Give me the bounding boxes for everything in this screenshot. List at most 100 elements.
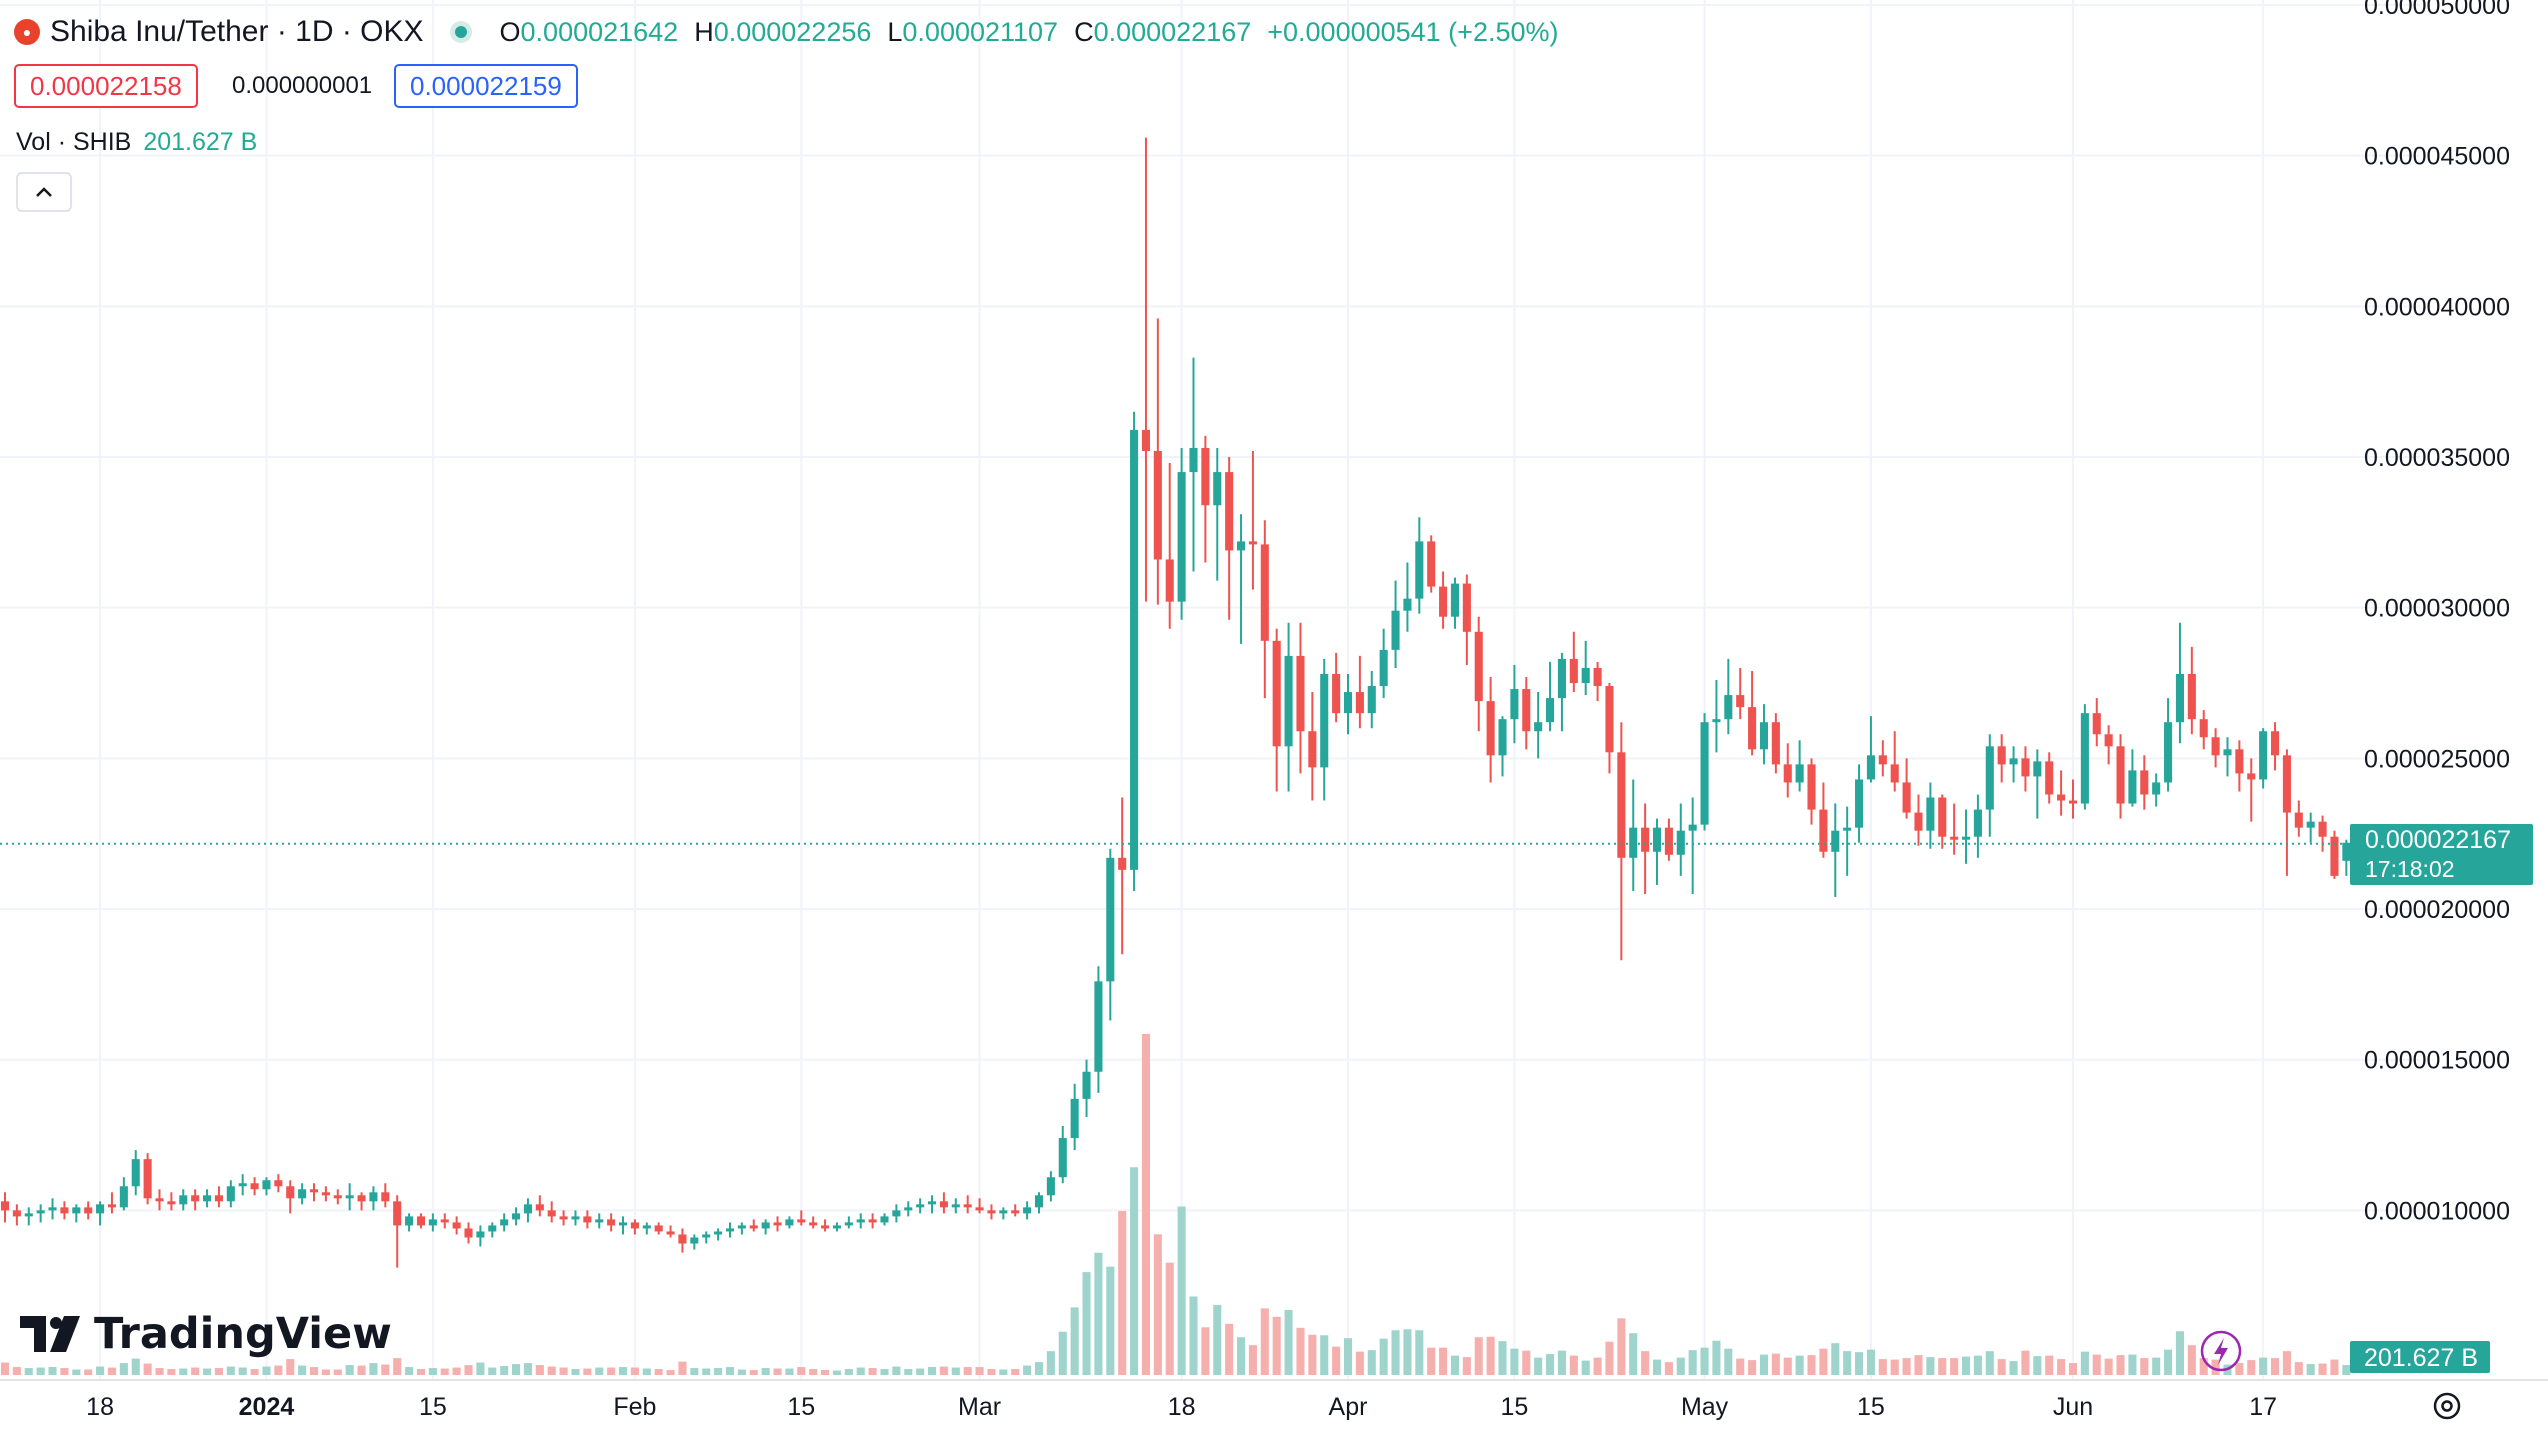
volume-bar xyxy=(1177,1206,1186,1375)
candle-body xyxy=(1201,447,1210,506)
volume-bar xyxy=(1308,1334,1317,1375)
lightning-icon[interactable] xyxy=(2200,1330,2242,1372)
gear-icon[interactable] xyxy=(2433,1392,2461,1420)
volume-bar xyxy=(488,1367,497,1375)
volume-bar xyxy=(1961,1356,1971,1375)
candle-body xyxy=(702,1234,711,1238)
volume-bar xyxy=(2211,1359,2220,1375)
volume-bar xyxy=(1652,1359,1662,1375)
volume-bar xyxy=(2164,1349,2173,1375)
collapse-legend-button[interactable] xyxy=(16,172,72,212)
candle-body xyxy=(975,1207,984,1211)
candle-body xyxy=(405,1216,414,1226)
candle-body xyxy=(1819,809,1828,852)
candle-body xyxy=(250,1183,259,1190)
spread-value: 0.000000001 xyxy=(232,72,373,99)
tradingview-logo[interactable]: TradingView xyxy=(20,1304,392,1364)
candle-body xyxy=(1961,836,1971,840)
volume-bar xyxy=(1819,1348,1828,1375)
candle-body xyxy=(2330,836,2339,876)
volume-bar xyxy=(1023,1365,1032,1375)
volume-bar xyxy=(1759,1354,1769,1375)
candle-body xyxy=(951,1204,960,1208)
volume-bar xyxy=(1462,1357,1471,1375)
time-tick-label: Mar xyxy=(958,1393,1001,1421)
volume-bar xyxy=(500,1366,509,1375)
current-price-label: 0.000022167 17:18:02 xyxy=(2350,824,2533,885)
time-tick-label: 15 xyxy=(1857,1393,1885,1421)
volume-bar xyxy=(428,1368,437,1375)
volume-bar xyxy=(1688,1350,1697,1375)
volume-bar xyxy=(1415,1330,1424,1375)
candle-body xyxy=(1736,695,1745,708)
volume-bar xyxy=(2270,1358,2280,1375)
candle-body xyxy=(1843,827,1852,831)
candle-body xyxy=(2270,731,2280,756)
volume-bar xyxy=(761,1368,770,1375)
candle-body xyxy=(96,1204,105,1214)
volume-bar xyxy=(440,1368,449,1375)
volume-bar xyxy=(1510,1348,1519,1375)
candle-body xyxy=(927,1201,937,1205)
volume-bar xyxy=(773,1368,782,1375)
buy-button[interactable]: 0.000022159 xyxy=(394,64,578,108)
volume-bar xyxy=(1403,1329,1412,1375)
symbol-title[interactable]: Shiba Inu/Tether · 1D · OKX xyxy=(50,15,424,48)
price-tick-label: 0.000040000 xyxy=(2364,293,2510,321)
candle-body xyxy=(131,1159,140,1187)
tradingview-logo-text: TradingView xyxy=(94,1309,392,1359)
candle-body xyxy=(262,1180,271,1190)
candle-body xyxy=(630,1222,639,1229)
candle-body xyxy=(809,1222,818,1226)
candle-body xyxy=(298,1189,307,1199)
candle-body xyxy=(2247,773,2256,780)
volume-bar xyxy=(2057,1359,2066,1375)
volume-bar xyxy=(809,1369,818,1375)
volume-bar xyxy=(1379,1338,1388,1375)
candle-body xyxy=(583,1216,592,1223)
sell-button[interactable]: 0.000022158 xyxy=(14,64,198,108)
volume-bar xyxy=(1070,1307,1079,1375)
volume-bar xyxy=(298,1365,307,1375)
price-tick-label: 0.000025000 xyxy=(2364,745,2510,773)
candle-body xyxy=(345,1195,354,1199)
candle-body xyxy=(24,1213,33,1217)
candle-body xyxy=(749,1225,758,1229)
volume-bar xyxy=(1153,1234,1162,1375)
candle-body xyxy=(2342,842,2351,861)
candle-body xyxy=(1831,830,1840,852)
volume-bar xyxy=(725,1367,735,1375)
candle-body xyxy=(690,1237,699,1244)
volume-bar xyxy=(1557,1350,1566,1375)
volume-bar xyxy=(72,1369,81,1375)
price-axis[interactable]: 0.000050000 0.000045000 0.000040000 0.00003… xyxy=(2364,0,2510,1225)
volume-bar xyxy=(1629,1333,1638,1375)
candle-body xyxy=(2259,731,2268,780)
candle-body xyxy=(1771,722,1780,765)
volume-legend-label: Vol · SHIB xyxy=(16,128,132,156)
volume-bar xyxy=(214,1368,223,1375)
candle-body xyxy=(357,1195,366,1202)
time-axis[interactable]: 18 2024 15 Feb 15 Mar 18 Apr 15 May 15 Jun 17 xyxy=(0,1379,2548,1421)
price-candles xyxy=(0,137,2351,1268)
volume-bar xyxy=(512,1364,521,1375)
volume-bar xyxy=(1011,1369,1020,1375)
candle-body xyxy=(1284,655,1293,747)
volume-bar xyxy=(749,1370,758,1375)
candle-body xyxy=(1023,1207,1032,1214)
candle-body xyxy=(238,1183,247,1187)
volume-bar xyxy=(1997,1359,2006,1375)
volume-bar xyxy=(381,1364,390,1375)
candle-body xyxy=(1118,857,1127,870)
high-value: H0.000022256 xyxy=(694,16,872,47)
volume-bar xyxy=(737,1369,746,1375)
candle-body xyxy=(1094,981,1103,1072)
volume-bar xyxy=(2259,1357,2268,1375)
volume-bar xyxy=(1130,1167,1139,1375)
volume-bar xyxy=(2140,1358,2149,1375)
volume-bar xyxy=(2318,1363,2327,1375)
low-value: L0.000021107 xyxy=(887,16,1059,47)
volume-bar xyxy=(1355,1351,1364,1375)
market-status-icon[interactable] xyxy=(449,21,472,43)
